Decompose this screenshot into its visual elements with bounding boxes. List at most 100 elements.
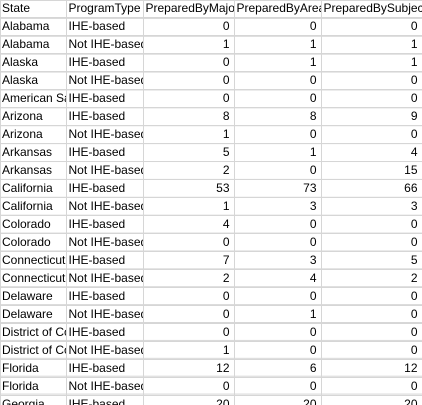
cell-prepared-by-subject[interactable]: 5 [321, 252, 422, 270]
cell-prepared-by-major[interactable]: 53 [143, 180, 234, 198]
header-cell-state[interactable]: State [0, 0, 66, 18]
cell-program-type[interactable]: IHE-based [66, 360, 143, 378]
cell-prepared-by-major[interactable]: 0 [143, 18, 234, 36]
cell-prepared-by-major[interactable]: 0 [143, 288, 234, 306]
cell-prepared-by-major[interactable]: 1 [143, 198, 234, 216]
cell-prepared-by-major[interactable]: 5 [143, 144, 234, 162]
cell-prepared-by-major[interactable]: 8 [143, 108, 234, 126]
cell-prepared-by-major[interactable]: 1 [143, 36, 234, 54]
cell-prepared-by-area[interactable]: 4 [234, 270, 321, 288]
cell-prepared-by-subject[interactable]: 0 [321, 72, 422, 90]
cell-prepared-by-area[interactable]: 3 [234, 252, 321, 270]
cell-state[interactable]: Delaware [0, 306, 66, 324]
cell-prepared-by-subject[interactable]: 0 [321, 90, 422, 108]
cell-prepared-by-area[interactable]: 20 [234, 396, 321, 405]
header-cell-program-type[interactable]: ProgramType [66, 0, 143, 18]
cell-program-type[interactable]: Not IHE-based [66, 198, 143, 216]
header-cell-prepared-by-subject[interactable]: PreparedBySubject [321, 0, 422, 18]
cell-state[interactable]: Colorado [0, 234, 66, 252]
cell-state[interactable]: Arizona [0, 108, 66, 126]
cell-prepared-by-area[interactable]: 1 [234, 36, 321, 54]
cell-state[interactable]: Arizona [0, 126, 66, 144]
cell-prepared-by-area[interactable]: 0 [234, 288, 321, 306]
cell-prepared-by-subject[interactable]: 0 [321, 126, 422, 144]
cell-prepared-by-subject[interactable]: 0 [321, 342, 422, 360]
cell-prepared-by-area[interactable]: 0 [234, 90, 321, 108]
cell-program-type[interactable]: IHE-based [66, 252, 143, 270]
cell-prepared-by-major[interactable]: 0 [143, 90, 234, 108]
cell-prepared-by-subject[interactable]: 15 [321, 162, 422, 180]
cell-prepared-by-subject[interactable]: 12 [321, 360, 422, 378]
cell-prepared-by-area[interactable]: 0 [234, 378, 321, 396]
cell-prepared-by-area[interactable]: 0 [234, 324, 321, 342]
cell-state[interactable]: Georgia [0, 396, 66, 405]
cell-prepared-by-subject[interactable]: 0 [321, 234, 422, 252]
cell-state[interactable]: Connecticut [0, 270, 66, 288]
cell-program-type[interactable]: IHE-based [66, 144, 143, 162]
cell-prepared-by-subject[interactable]: 0 [321, 306, 422, 324]
cell-program-type[interactable]: IHE-based [66, 288, 143, 306]
cell-program-type[interactable]: Not IHE-based [66, 234, 143, 252]
cell-state[interactable]: California [0, 198, 66, 216]
cell-prepared-by-area[interactable]: 1 [234, 144, 321, 162]
cell-prepared-by-major[interactable]: 1 [143, 126, 234, 144]
cell-prepared-by-major[interactable]: 12 [143, 360, 234, 378]
cell-program-type[interactable]: IHE-based [66, 216, 143, 234]
cell-prepared-by-major[interactable]: 2 [143, 162, 234, 180]
cell-prepared-by-area[interactable]: 6 [234, 360, 321, 378]
cell-program-type[interactable]: Not IHE-based [66, 306, 143, 324]
cell-state[interactable]: California [0, 180, 66, 198]
cell-program-type[interactable]: Not IHE-based [66, 270, 143, 288]
cell-state[interactable]: American Sa [0, 90, 66, 108]
cell-prepared-by-area[interactable]: 0 [234, 72, 321, 90]
cell-prepared-by-subject[interactable]: 3 [321, 198, 422, 216]
cell-prepared-by-major[interactable]: 7 [143, 252, 234, 270]
cell-prepared-by-major[interactable]: 0 [143, 54, 234, 72]
cell-prepared-by-subject[interactable]: 4 [321, 144, 422, 162]
cell-state[interactable]: Colorado [0, 216, 66, 234]
cell-program-type[interactable]: Not IHE-based [66, 36, 143, 54]
cell-program-type[interactable]: IHE-based [66, 90, 143, 108]
cell-prepared-by-area[interactable]: 1 [234, 306, 321, 324]
cell-program-type[interactable]: IHE-based [66, 54, 143, 72]
cell-prepared-by-area[interactable]: 0 [234, 342, 321, 360]
cell-prepared-by-area[interactable]: 3 [234, 198, 321, 216]
cell-state[interactable]: Delaware [0, 288, 66, 306]
cell-prepared-by-subject[interactable]: 9 [321, 108, 422, 126]
cell-prepared-by-major[interactable]: 1 [143, 342, 234, 360]
cell-state[interactable]: Arkansas [0, 162, 66, 180]
cell-prepared-by-area[interactable]: 1 [234, 54, 321, 72]
cell-prepared-by-subject[interactable]: 20 [321, 396, 422, 405]
cell-state[interactable]: Connecticut [0, 252, 66, 270]
cell-prepared-by-area[interactable]: 73 [234, 180, 321, 198]
cell-program-type[interactable]: Not IHE-based [66, 378, 143, 396]
cell-prepared-by-major[interactable]: 0 [143, 378, 234, 396]
cell-program-type[interactable]: IHE-based [66, 324, 143, 342]
cell-prepared-by-major[interactable]: 4 [143, 216, 234, 234]
cell-prepared-by-area[interactable]: 0 [234, 18, 321, 36]
cell-prepared-by-major[interactable]: 0 [143, 324, 234, 342]
cell-state[interactable]: District of Co [0, 324, 66, 342]
cell-state[interactable]: Florida [0, 360, 66, 378]
cell-prepared-by-subject[interactable]: 2 [321, 270, 422, 288]
cell-prepared-by-major[interactable]: 2 [143, 270, 234, 288]
cell-prepared-by-major[interactable]: 0 [143, 234, 234, 252]
cell-prepared-by-subject[interactable]: 66 [321, 180, 422, 198]
cell-state[interactable]: District of Co [0, 342, 66, 360]
header-cell-prepared-by-major[interactable]: PreparedByMajor [143, 0, 234, 18]
cell-prepared-by-major[interactable]: 0 [143, 72, 234, 90]
cell-prepared-by-subject[interactable]: 1 [321, 54, 422, 72]
cell-program-type[interactable]: IHE-based [66, 108, 143, 126]
cell-program-type[interactable]: Not IHE-based [66, 72, 143, 90]
cell-prepared-by-subject[interactable]: 1 [321, 36, 422, 54]
cell-state[interactable]: Alabama [0, 36, 66, 54]
cell-prepared-by-subject[interactable]: 0 [321, 378, 422, 396]
cell-state[interactable]: Arkansas [0, 144, 66, 162]
cell-state[interactable]: Florida [0, 378, 66, 396]
cell-prepared-by-area[interactable]: 0 [234, 162, 321, 180]
cell-prepared-by-subject[interactable]: 0 [321, 324, 422, 342]
cell-prepared-by-major[interactable]: 0 [143, 306, 234, 324]
cell-program-type[interactable]: Not IHE-based [66, 162, 143, 180]
cell-program-type[interactable]: IHE-based [66, 396, 143, 405]
cell-program-type[interactable]: IHE-based [66, 180, 143, 198]
